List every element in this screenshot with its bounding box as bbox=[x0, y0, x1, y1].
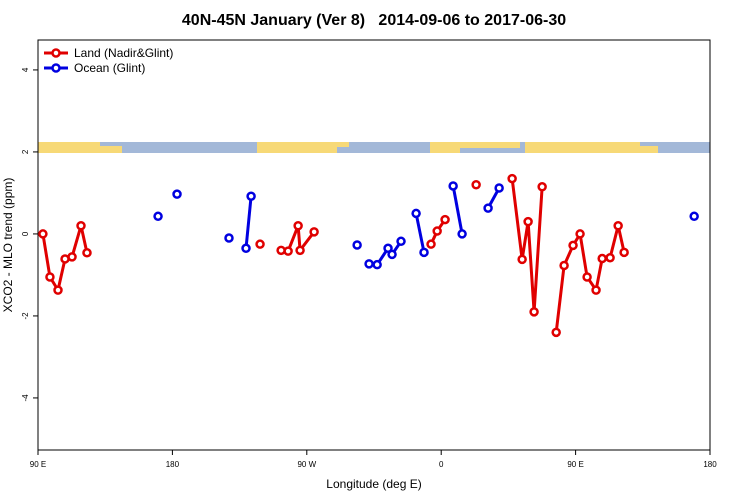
legend-label: Land (Nadir&Glint) bbox=[74, 46, 173, 60]
series-point bbox=[364, 259, 374, 269]
series-point bbox=[432, 226, 442, 236]
plot-frame bbox=[37, 39, 711, 451]
series-point bbox=[537, 182, 547, 192]
series-point bbox=[517, 254, 527, 265]
series-point bbox=[471, 179, 481, 190]
legend-swatch bbox=[51, 63, 61, 73]
series-point bbox=[457, 229, 467, 239]
series-line bbox=[414, 213, 426, 253]
series-point bbox=[53, 285, 63, 295]
series-point bbox=[568, 240, 578, 251]
x-tick-label: 180 bbox=[703, 460, 717, 469]
series-point bbox=[246, 191, 256, 201]
series-point bbox=[483, 203, 493, 213]
series-line bbox=[510, 178, 544, 312]
series-point bbox=[295, 245, 305, 256]
y-tick-label: -4 bbox=[21, 394, 30, 402]
series-point bbox=[605, 252, 615, 263]
x-tick-label: 180 bbox=[166, 460, 180, 469]
series-point bbox=[419, 247, 429, 258]
series-point bbox=[352, 240, 362, 250]
series-point bbox=[372, 259, 382, 270]
series-point bbox=[559, 260, 569, 271]
series-point bbox=[255, 239, 265, 249]
legend-label: Ocean (Glint) bbox=[74, 61, 145, 75]
series-point bbox=[613, 220, 623, 231]
legend-swatch bbox=[51, 48, 61, 58]
series-point bbox=[440, 214, 450, 225]
series-line bbox=[554, 225, 626, 333]
series-point bbox=[224, 233, 234, 243]
series-point bbox=[619, 247, 629, 258]
series-point bbox=[45, 272, 55, 282]
series-point bbox=[689, 211, 699, 222]
series-line bbox=[244, 196, 253, 249]
series-point bbox=[172, 189, 182, 199]
series-point bbox=[523, 216, 533, 227]
series-point bbox=[494, 183, 504, 193]
series-point bbox=[241, 243, 251, 254]
series-point bbox=[67, 252, 77, 262]
chart-title: 40N-45N January (Ver 8) 2014-09-06 to 20… bbox=[182, 12, 566, 29]
y-tick-label: 0 bbox=[21, 231, 30, 236]
series-point bbox=[591, 285, 601, 295]
series-point bbox=[575, 229, 585, 239]
series-point bbox=[293, 220, 303, 231]
series-point bbox=[551, 327, 561, 338]
series-point bbox=[396, 236, 406, 247]
series-point bbox=[411, 208, 421, 219]
series-point bbox=[597, 253, 607, 264]
series-point bbox=[582, 272, 592, 282]
x-tick-label: 0 bbox=[439, 460, 444, 469]
y-axis-label: XCO2 - MLO trend (ppm) bbox=[1, 178, 15, 313]
series-point bbox=[448, 181, 458, 191]
y-tick-label: -2 bbox=[21, 312, 30, 320]
map-strip bbox=[38, 142, 710, 153]
y-tick-label: 2 bbox=[21, 149, 30, 154]
x-axis-label: Longitude (deg E) bbox=[326, 477, 421, 491]
series-point bbox=[309, 227, 319, 237]
x-tick-label: 90 W bbox=[297, 460, 316, 469]
series-point bbox=[38, 229, 48, 239]
series-point bbox=[153, 211, 163, 222]
series-line bbox=[451, 185, 464, 235]
x-tick-label: 90 E bbox=[30, 460, 46, 469]
series-point bbox=[283, 246, 293, 256]
series-point bbox=[426, 239, 436, 249]
series-point bbox=[76, 220, 86, 231]
series-point bbox=[82, 248, 92, 258]
series-point bbox=[383, 243, 393, 254]
series-point bbox=[529, 307, 539, 317]
x-tick-label: 90 E bbox=[567, 460, 583, 469]
series-point bbox=[387, 249, 397, 260]
y-tick-label: 4 bbox=[21, 67, 30, 72]
series-point bbox=[507, 173, 517, 184]
